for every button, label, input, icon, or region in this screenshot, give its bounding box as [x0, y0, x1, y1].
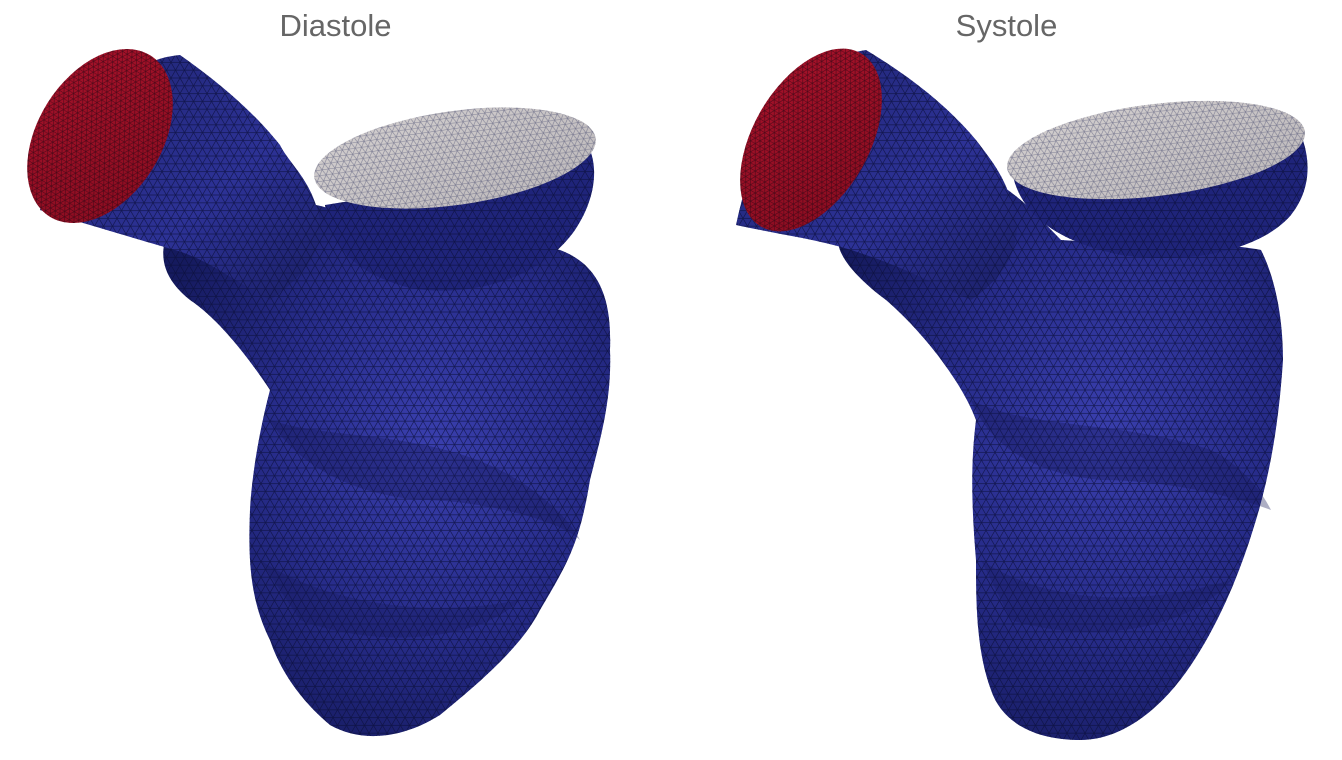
diastole-panel: Diastole	[27, 8, 611, 737]
systole-ventricle-mesh	[736, 48, 1308, 740]
diastole-title: Diastole	[279, 8, 392, 43]
systole-title: Systole	[955, 8, 1058, 43]
diastole-ventricle-mesh	[27, 48, 611, 737]
systole-panel: Systole	[671, 0, 1342, 760]
